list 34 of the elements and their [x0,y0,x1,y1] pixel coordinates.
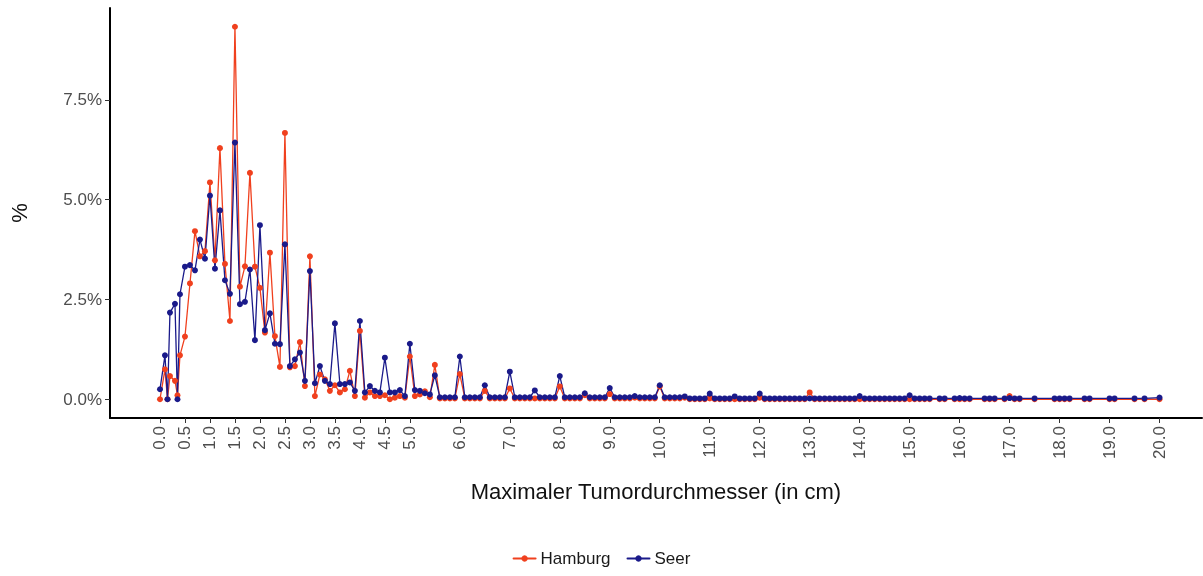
y-axis-title: % [6,203,32,223]
x-tick-label: 0.0 [150,426,170,450]
y-tick-label: 0.0% [63,389,102,409]
y-tick-label: 7.5% [63,90,102,110]
x-tick-label: 4.0 [350,426,370,450]
x-tick-label: 8.0 [550,426,570,450]
legend-label: Hamburg [540,549,611,568]
x-tick-label: 6.0 [450,426,470,450]
x-tick-label: 13.0 [800,426,820,460]
x-axis-title: Maximaler Tumordurchmesser (in cm) [470,478,842,504]
x-tick-label: 0.5 [175,426,195,450]
x-tick-label: 16.0 [950,426,970,460]
legend-label: Seer [654,549,691,568]
x-tick-label: 11.0 [700,426,720,458]
x-tick-label: 1.5 [225,426,245,450]
x-tick-label: 2.0 [250,426,270,450]
x-tick-label: 20.0 [1150,426,1170,460]
x-tick-label: 15.0 [900,426,920,460]
x-tick-label: 10.0 [650,426,670,460]
x-tick-label: 4.5 [375,426,395,450]
x-tick-label: 12.0 [750,426,770,460]
x-tick-label: 18.0 [1050,426,1070,460]
x-tick-label: 19.0 [1100,426,1120,460]
y-tick-label: 5.0% [63,190,102,210]
x-tick-label: 3.5 [325,426,345,450]
x-tick-label: 7.0 [500,426,520,450]
x-tick-label: 1.0 [200,426,220,450]
x-tick-label: 14.0 [850,426,870,460]
x-tick-label: 3.0 [300,426,320,450]
y-tick-label: 2.5% [63,289,102,309]
x-tick-label: 5.0 [400,426,420,450]
x-tick-label: 17.0 [1000,426,1020,460]
x-tick-label: 9.0 [600,426,620,450]
x-tick-label: 2.5 [275,426,295,450]
